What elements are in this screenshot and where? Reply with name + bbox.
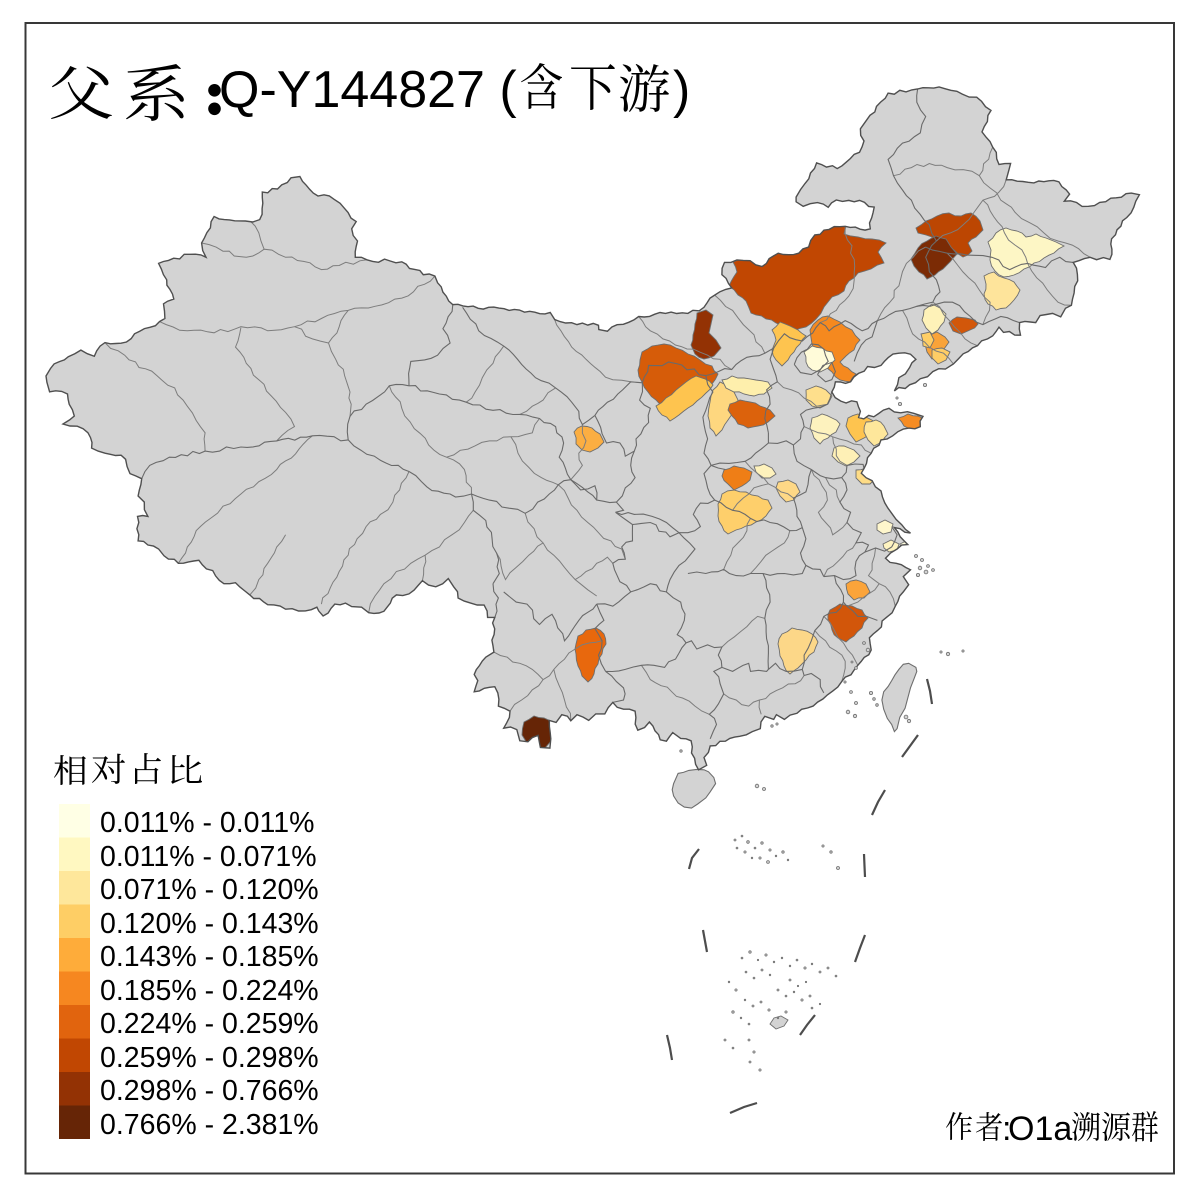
svg-text::: :	[1002, 1110, 1011, 1148]
svg-text:0.011% - 0.071%: 0.011% - 0.071%	[100, 841, 317, 873]
svg-text:0.224% - 0.259%: 0.224% - 0.259%	[100, 1008, 319, 1040]
svg-text:0.120% - 0.143%: 0.120% - 0.143%	[100, 908, 319, 940]
svg-text:0.766% - 2.381%: 0.766% - 2.381%	[100, 1109, 319, 1141]
svg-text:0.185% - 0.224%: 0.185% - 0.224%	[100, 975, 319, 1007]
svg-text:Q-Y144827 (: Q-Y144827 (	[219, 61, 517, 119]
svg-text:0.298% - 0.766%: 0.298% - 0.766%	[100, 1075, 319, 1107]
svg-text:0.143% - 0.185%: 0.143% - 0.185%	[100, 941, 319, 973]
svg-text:0.071% - 0.120%: 0.071% - 0.120%	[100, 874, 319, 906]
svg-text:O1a: O1a	[1008, 1110, 1072, 1148]
svg-text:0.259% - 0.298%: 0.259% - 0.298%	[100, 1042, 319, 1074]
svg-text:): )	[673, 61, 690, 119]
svg-text:0.011% - 0.011%: 0.011% - 0.011%	[100, 807, 314, 839]
